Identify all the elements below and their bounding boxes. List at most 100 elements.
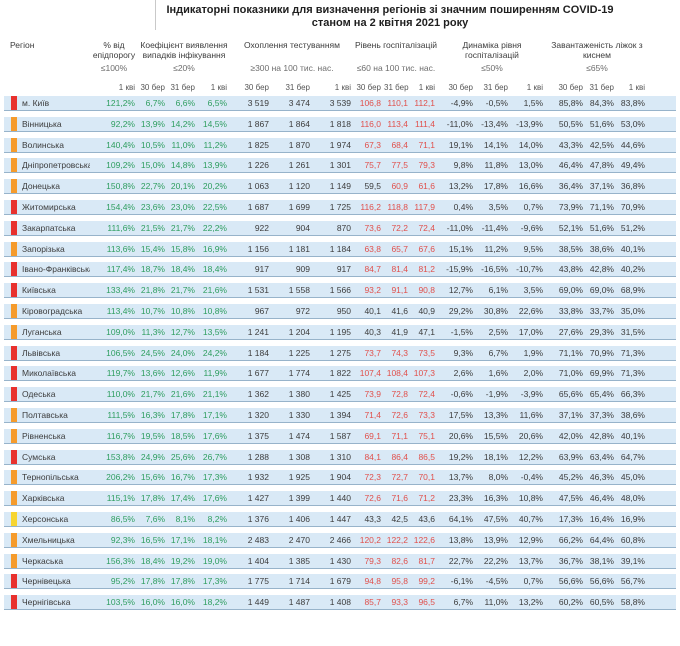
oxygen-bed-load-value: 69,9% <box>589 368 614 379</box>
hospitalization-dynamics-value: 1,9% <box>523 347 543 358</box>
header-group-row: Регіон % від епідпорогу Коефіцієнт виявл… <box>4 38 676 60</box>
hospitalization-dynamics-value: -4,9% <box>450 98 473 108</box>
detection-coef-value: 8,1% <box>175 513 195 524</box>
detection-coef-value: 15,0% <box>140 160 165 171</box>
detection-coef-value: 21,7% <box>170 285 195 296</box>
hospitalization-dynamics-value: -0,6% <box>450 389 473 400</box>
testing-coverage-value: 1 531 <box>247 285 269 296</box>
oxygen-bed-load-value: 52,1% <box>558 222 583 233</box>
date-col: 30 бер <box>356 83 381 92</box>
report-title-line2: станом на 2 квітня 2021 року <box>311 17 469 29</box>
hospitalization-dynamics-value: 17,0% <box>518 326 543 337</box>
region-name: Дніпропетровська <box>22 160 90 171</box>
hospitalization-level-value: 82,6 <box>391 555 408 566</box>
testing-coverage-value: 1 362 <box>247 389 269 400</box>
region-name: Житомирська <box>22 201 76 212</box>
epid-percent-value: 113,6% <box>106 243 135 254</box>
testing-coverage-value: 870 <box>336 222 351 233</box>
oxygen-bed-load-value: 43,3% <box>558 139 583 150</box>
oxygen-bed-load-value: 40,1% <box>620 430 645 441</box>
alert-level-marker-orange <box>11 158 17 173</box>
hospitalization-level-value: 106,8 <box>359 98 381 108</box>
oxygen-bed-load-value: 16,9% <box>620 513 645 524</box>
hospitalization-level-value: 61,6 <box>418 181 435 192</box>
hospitalization-dynamics-value: 6,7% <box>453 597 473 608</box>
header-testing-coverage: Охоплення тестуванням <box>243 40 341 50</box>
testing-coverage-value: 967 <box>254 305 269 316</box>
testing-coverage-value: 1 904 <box>329 472 351 483</box>
hospitalization-level-value: 43,6 <box>418 513 435 524</box>
detection-coef-value: 21,8% <box>140 285 165 296</box>
alert-level-marker-orange <box>11 303 17 318</box>
region-name: Київська <box>22 285 56 296</box>
table-row: Донецька 150,8% 22,7% 20,1% 20,2% 1 063 1 120 1… <box>4 179 676 195</box>
epid-percent-value: 117,4% <box>106 264 135 275</box>
hospitalization-dynamics-value: 16,6% <box>518 181 543 192</box>
region-name: Херсонська <box>22 513 69 524</box>
alert-level-marker-orange <box>11 241 17 256</box>
epid-percent-value: 111,6% <box>107 222 135 233</box>
threshold-epid: ≤100% <box>100 63 128 73</box>
detection-coef-value: 17,8% <box>140 576 165 587</box>
testing-coverage-value: 1 870 <box>288 139 310 150</box>
oxygen-bed-load-value: 42,5% <box>589 139 614 150</box>
hospitalization-level-value: 73,5 <box>418 347 435 358</box>
detection-coef-value: 17,8% <box>140 493 165 504</box>
header-hospitalization-level: Рівень госпіталізацій <box>354 40 438 50</box>
date-epid: 1 кві <box>118 83 135 92</box>
hospitalization-level-value: 72,3 <box>364 472 381 483</box>
oxygen-bed-load-value: 40,1% <box>620 243 645 254</box>
region-name: Луганська <box>22 326 62 337</box>
oxygen-bed-load-value: 71,3% <box>620 347 645 358</box>
testing-coverage-value: 1 226 <box>247 160 269 171</box>
detection-coef-value: 19,2% <box>170 555 195 566</box>
alert-level-marker-orange <box>11 407 17 422</box>
hospitalization-dynamics-value: 19,1% <box>448 139 473 150</box>
hospitalization-dynamics-value: 11,2% <box>484 243 508 254</box>
epid-percent-value: 140,4% <box>106 139 135 150</box>
hospitalization-level-value: 75,7 <box>364 160 381 171</box>
hospitalization-level-value: 41,9 <box>391 326 408 337</box>
date-col: 30 бер <box>448 83 473 92</box>
oxygen-bed-load-value: 48,0% <box>620 493 645 504</box>
alert-level-marker-orange <box>11 428 17 443</box>
detection-coef-value: 8,2% <box>207 513 227 524</box>
hospitalization-dynamics-value: -16,5% <box>481 264 508 275</box>
hospitalization-dynamics-value: 13,2% <box>448 181 473 192</box>
testing-coverage-value: 3 539 <box>329 98 351 108</box>
hospitalization-dynamics-value: 14,0% <box>518 139 543 150</box>
date-col: 1 кві <box>334 83 351 92</box>
hospitalization-level-value: 86,4 <box>391 451 408 462</box>
hospitalization-dynamics-value: 13,9% <box>483 534 508 545</box>
oxygen-bed-load-value: 38,6% <box>589 243 614 254</box>
hospitalization-dynamics-value: -15,9% <box>446 264 473 275</box>
testing-coverage-value: 1 687 <box>247 201 269 212</box>
oxygen-bed-load-value: 58,8% <box>620 597 645 608</box>
oxygen-bed-load-value: 37,1% <box>558 409 583 420</box>
oxygen-bed-load-value: 56,6% <box>558 576 583 587</box>
testing-coverage-value: 1 867 <box>247 118 269 129</box>
hospitalization-dynamics-value: -3,9% <box>520 389 543 400</box>
epid-percent-value: 133,4% <box>106 285 135 296</box>
detection-coef-value: 11,2% <box>203 139 227 150</box>
oxygen-bed-load-value: 16,4% <box>589 513 614 524</box>
testing-coverage-value: 1 288 <box>247 451 269 462</box>
epid-percent-value: 109,2% <box>106 160 135 171</box>
detection-coef-value: 17,8% <box>170 409 195 420</box>
table-row: Закарпатська 111,6% 21,5% 21,7% 22,2% 922 904 8… <box>4 220 676 236</box>
detection-coef-value: 11,9% <box>203 368 227 379</box>
hospitalization-level-value: 116,0 <box>360 118 381 129</box>
table-row: Кіровоградська 113,4% 10,7% 10,8% 10,8% 967 97… <box>4 303 676 319</box>
hospitalization-dynamics-value: 2,5% <box>488 326 508 337</box>
hospitalization-level-value: 42,5 <box>391 513 408 524</box>
header-threshold-row: ≤100% ≤20% ≥300 на 100 тис. нас. ≤60 на … <box>4 63 676 73</box>
detection-coef-value: 17,3% <box>202 576 227 587</box>
detection-coef-value: 10,8% <box>202 305 227 316</box>
epid-percent-value: 153,8% <box>106 451 135 462</box>
hospitalization-dynamics-value: -0,5% <box>485 98 508 108</box>
detection-coef-value: 13,9% <box>202 160 227 171</box>
hospitalization-level-value: 84,7 <box>364 264 381 275</box>
hospitalization-level-value: 75,1 <box>418 430 435 441</box>
header-oxygen-bed-load: Завантаженість ліжок з киснем <box>551 40 643 60</box>
testing-coverage-value: 917 <box>254 264 269 275</box>
